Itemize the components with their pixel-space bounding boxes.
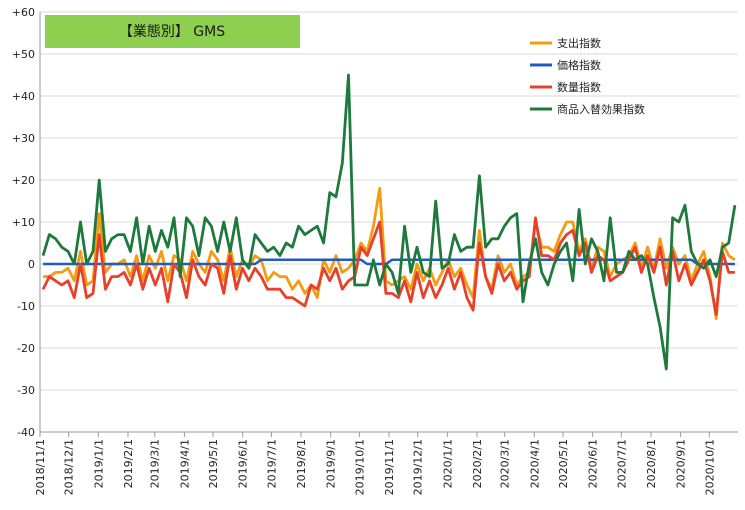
legend-label: 価格指数	[557, 58, 601, 72]
legend-label: 数量指数	[557, 80, 601, 94]
y-tick-label: 0	[28, 258, 35, 271]
chart-title-background	[45, 15, 300, 48]
legend-label: 支出指数	[557, 36, 601, 50]
y-tick-label: +20	[12, 174, 35, 187]
series-line-2	[43, 258, 735, 266]
y-tick-label: -10	[17, 300, 35, 313]
x-tick-label: 2020/6/1	[587, 439, 600, 488]
series-lines	[41, 73, 737, 371]
x-tick-label: 2020/10/1	[703, 439, 716, 495]
y-tick-label: -20	[17, 342, 35, 355]
chart-title-box: 【業態別】 GMS	[45, 15, 300, 48]
series-line-1	[43, 186, 736, 321]
gridlines	[40, 11, 738, 433]
x-tick-label: 2020/3/1	[499, 439, 512, 488]
x-tick-label: 2019/6/1	[237, 439, 250, 488]
x-tick-label: 2019/8/1	[295, 439, 308, 488]
chart-title: 【業態別】 GMS	[119, 24, 225, 40]
series-line-3	[41, 216, 735, 316]
x-tick-label: 2020/9/1	[675, 439, 688, 488]
x-tick-label: 2019/2/1	[122, 439, 135, 488]
y-tick-label: -30	[17, 384, 35, 397]
x-tick-label: 2019/11/1	[383, 439, 396, 495]
legend-label: 商品入替効果指数	[557, 102, 645, 116]
y-tick-label: +60	[12, 6, 35, 19]
x-tick-label: 2020/7/1	[615, 439, 628, 488]
x-tick-label: 2018/11/1	[34, 439, 47, 495]
y-tick-label: +30	[12, 132, 35, 145]
y-tick-label: +50	[12, 48, 35, 61]
x-tick-label: 2019/5/1	[207, 439, 220, 488]
y-tick-label: -40	[17, 426, 35, 439]
x-tick-label: 2020/4/1	[528, 439, 541, 488]
y-tick-label: +10	[12, 216, 35, 229]
x-tick-label: 2019/1/1	[92, 439, 105, 488]
y-axis-ticks: -40 -30 -20 -10 0 +10 +20 +30 +40 +50 +60	[12, 6, 35, 439]
x-tick-label: 2020/8/1	[645, 439, 658, 488]
x-tick-label: 2020/2/1	[471, 439, 484, 488]
x-tick-label: 2018/12/1	[63, 439, 76, 495]
x-tick-label: 2019/3/1	[149, 439, 162, 488]
x-tick-label: 2019/12/1	[412, 439, 425, 495]
x-tick-label: 2019/7/1	[265, 439, 278, 488]
x-tick-label: 2019/4/1	[178, 439, 191, 488]
series-line-4	[41, 73, 737, 371]
x-tick-label: 2019/9/1	[325, 439, 338, 488]
x-tick-label: 2019/10/1	[353, 439, 366, 495]
x-axis-ticks: 2018/11/1 2018/12/1 2019/1/1 2019/2/1 2019/3…	[34, 432, 716, 495]
axes	[39, 12, 738, 433]
y-tick-label: +40	[12, 90, 35, 103]
x-tick-label: 2020/5/1	[557, 439, 570, 488]
x-tick-label: 2020/1/1	[441, 439, 454, 488]
